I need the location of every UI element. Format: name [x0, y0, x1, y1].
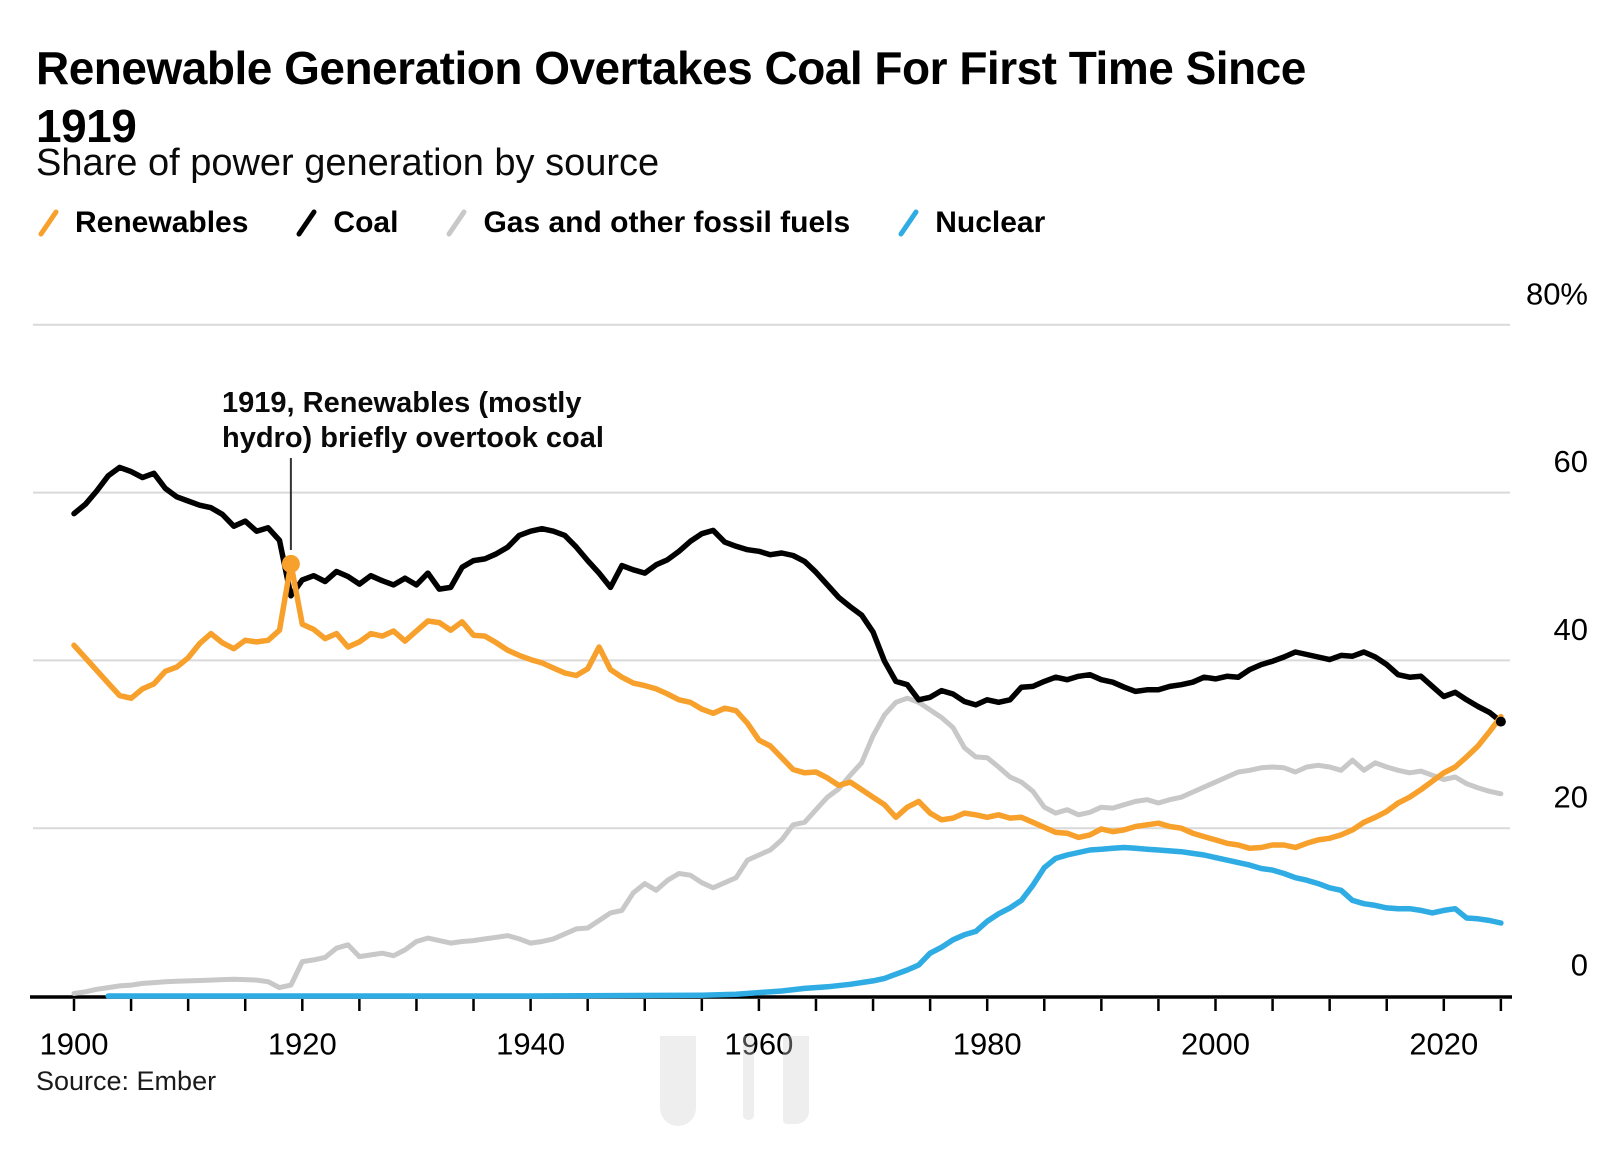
- legend-label: Renewables: [75, 206, 249, 239]
- x-axis-label: 1900: [40, 1026, 109, 1061]
- series-line-coal: [71, 464, 1504, 725]
- y-axis-label: 40: [1554, 612, 1588, 647]
- x-axis-label: 1980: [953, 1026, 1022, 1061]
- marker-dot-2025: [1495, 716, 1506, 727]
- nuclear-line-swatch-icon: [898, 209, 919, 237]
- x-axis-label: 2020: [1409, 1026, 1478, 1061]
- legend-item-coal: Coal: [294, 206, 398, 240]
- renewables-line-swatch-icon: [38, 209, 59, 237]
- series-line-gas-and-other-fossil-fuels: [71, 695, 1504, 996]
- annotation-1919: 1919, Renewables (mostly hydro) briefly …: [222, 387, 604, 454]
- legend: Renewables Coal Gas and other fossil fue…: [36, 206, 1045, 240]
- y-axis-label: 60: [1554, 444, 1588, 479]
- x-axis-label: 1940: [496, 1026, 565, 1061]
- y-axis-label: 80%: [1526, 276, 1588, 311]
- x-axis-label: 2000: [1181, 1026, 1250, 1061]
- page-title: Renewable Generation Overtakes Coal For …: [36, 41, 1306, 152]
- series-line-renewables: [71, 561, 1504, 852]
- watermark-bar: [783, 1036, 809, 1124]
- y-axis-label: 0: [1571, 948, 1588, 983]
- x-axis-label: 1960: [724, 1026, 793, 1061]
- y-axis-label: 20: [1554, 780, 1588, 815]
- series-line-nuclear: [105, 844, 1504, 999]
- watermark-bar: [743, 1036, 754, 1120]
- watermark-bar: [660, 1036, 696, 1126]
- marker-dot-1919: [281, 554, 300, 573]
- legend-item-nuclear: Nuclear: [896, 206, 1045, 240]
- legend-item-gas: Gas and other fossil fuels: [444, 206, 850, 240]
- gas-line-swatch-icon: [446, 209, 467, 237]
- x-axis-label: 1920: [268, 1026, 337, 1061]
- source-credit: Source: Ember: [36, 1066, 217, 1096]
- legend-label: Nuclear: [935, 206, 1046, 239]
- watermark-artifact: [655, 1036, 825, 1128]
- legend-label: Gas and other fossil fuels: [483, 206, 851, 239]
- legend-item-renewables: Renewables: [36, 206, 248, 240]
- legend-label: Coal: [333, 206, 399, 239]
- coal-line-swatch-icon: [296, 209, 317, 237]
- chart-subtitle: Share of power generation by source: [36, 142, 660, 184]
